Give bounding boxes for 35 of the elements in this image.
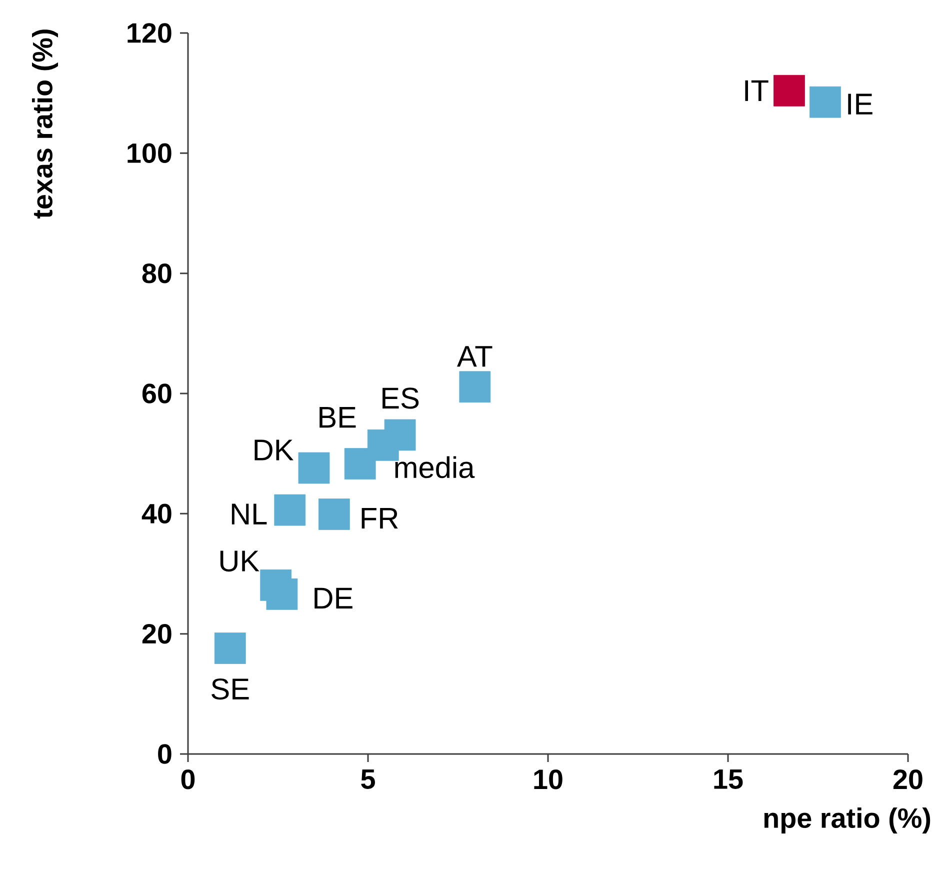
point (214, 632, 246, 664)
x-tick-label: 5 (361, 770, 375, 789)
y-axis-title: texas ratio (%) (32, 30, 58, 219)
x-tick-label: 10 (534, 770, 562, 790)
point (318, 498, 350, 530)
y-tick-label: 120 (128, 23, 172, 43)
point (384, 419, 416, 451)
annotation: DK (254, 440, 294, 460)
x-tick-label: 15 (714, 770, 743, 789)
x-axis-title: npe ratio (%) (764, 808, 930, 834)
y-tick-label: 40 (142, 504, 172, 524)
annotation: DE (314, 588, 352, 608)
point (274, 494, 306, 526)
annotation: IE (848, 94, 872, 114)
annotation: AT (457, 346, 492, 367)
x-tick-label: 0 (181, 770, 195, 790)
point (298, 452, 330, 484)
y-tick-label: 0 (158, 744, 172, 764)
point (459, 371, 491, 403)
point (774, 74, 805, 106)
annotation: ES (382, 388, 419, 409)
annotation: BE (320, 407, 356, 428)
x-tick-label: 20 (893, 770, 922, 790)
annotation: SE (212, 678, 249, 700)
point (810, 86, 841, 118)
annotation: NL (232, 504, 267, 524)
annotation: media (395, 456, 475, 478)
point (260, 569, 292, 601)
y-tick-label: 20 (142, 624, 172, 644)
annotation: IT (745, 80, 768, 101)
y-tick-label: 60 (142, 384, 172, 404)
y-tick-label: 80 (142, 263, 172, 284)
annotation: FR (362, 508, 398, 529)
annotation: UK (220, 550, 260, 572)
y-tick-label: 100 (128, 143, 172, 164)
